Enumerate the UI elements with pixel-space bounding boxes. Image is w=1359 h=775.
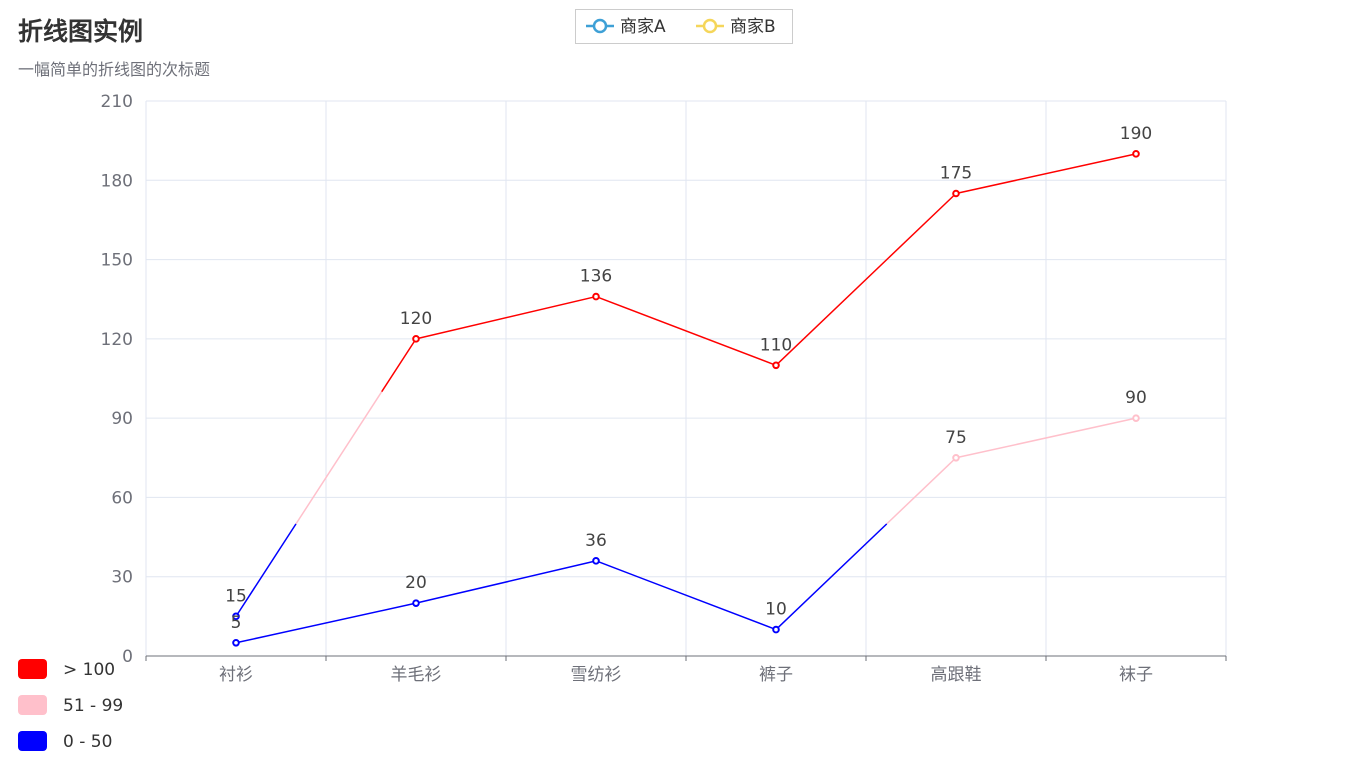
x-tick-label: 衬衫 — [219, 665, 253, 685]
data-point[interactable] — [772, 361, 780, 370]
data-label: 75 — [945, 428, 967, 448]
visualmap-label[interactable]: > 100 — [63, 660, 115, 680]
data-label: 90 — [1125, 388, 1147, 408]
chart-title: 折线图实例 — [18, 17, 144, 46]
data-label: 175 — [940, 164, 972, 184]
x-tick-label: 高跟鞋 — [931, 665, 982, 685]
data-point[interactable] — [1132, 414, 1140, 422]
data-point[interactable] — [232, 612, 240, 621]
visualmap-swatch[interactable] — [18, 731, 47, 751]
series-line-segment — [415, 560, 597, 604]
y-tick-label: 90 — [111, 409, 133, 429]
series-line-segment — [235, 523, 297, 617]
legend-box — [575, 9, 793, 44]
y-tick-label: 0 — [122, 647, 133, 667]
data-point[interactable] — [412, 599, 420, 607]
series-line-segment — [886, 457, 957, 525]
x-tick-label: 雪纺衫 — [571, 665, 622, 685]
x-tick-label: 裤子 — [759, 665, 793, 685]
visualmap-swatch[interactable] — [18, 659, 47, 679]
chart-subtitle: 一幅简单的折线图的次标题 — [18, 60, 211, 79]
series-line-segment — [295, 391, 383, 525]
x-tick-label: 袜子 — [1119, 665, 1153, 685]
data-label: 20 — [405, 573, 427, 593]
y-tick-label: 150 — [101, 251, 133, 271]
data-point[interactable] — [772, 625, 780, 634]
data-point[interactable] — [952, 453, 960, 462]
series-line-segment — [381, 338, 417, 393]
series-line-segment — [235, 602, 417, 644]
legend-marker-icon[interactable] — [702, 18, 718, 34]
data-label: 15 — [225, 586, 247, 606]
series-line-segment — [955, 153, 1137, 195]
y-tick-label: 120 — [101, 330, 133, 350]
data-label: 136 — [580, 267, 612, 287]
series-line-segment — [775, 192, 957, 366]
data-label: 110 — [760, 335, 792, 355]
visualmap-label[interactable]: 0 - 50 — [63, 732, 112, 752]
series-line-segment — [955, 417, 1137, 459]
data-label: 10 — [765, 600, 787, 620]
series-line-segment — [415, 295, 597, 340]
data-label: 5 — [231, 613, 242, 633]
data-point[interactable] — [592, 557, 600, 565]
visualmap-swatch[interactable] — [18, 695, 47, 715]
y-tick-label: 30 — [111, 568, 133, 588]
legend-label[interactable]: 商家A — [620, 17, 666, 37]
series-line-segment — [775, 523, 888, 631]
data-point[interactable] — [1132, 150, 1140, 158]
data-point[interactable] — [952, 189, 960, 198]
data-label: 190 — [1120, 124, 1152, 144]
data-label: 120 — [400, 309, 432, 329]
y-tick-label: 60 — [111, 488, 133, 508]
data-point[interactable] — [232, 638, 240, 647]
legend-marker-icon[interactable] — [592, 18, 608, 34]
visualmap-label[interactable]: 51 - 99 — [63, 696, 123, 716]
series-line-segment — [595, 295, 777, 366]
legend-label[interactable]: 商家B — [730, 17, 776, 37]
data-point[interactable] — [412, 335, 420, 343]
y-tick-label: 180 — [101, 171, 133, 191]
data-point[interactable] — [592, 292, 600, 301]
series-line-segment — [595, 560, 777, 631]
x-tick-label: 羊毛衫 — [391, 665, 442, 685]
y-tick-label: 210 — [101, 92, 133, 112]
data-label: 36 — [585, 531, 607, 551]
